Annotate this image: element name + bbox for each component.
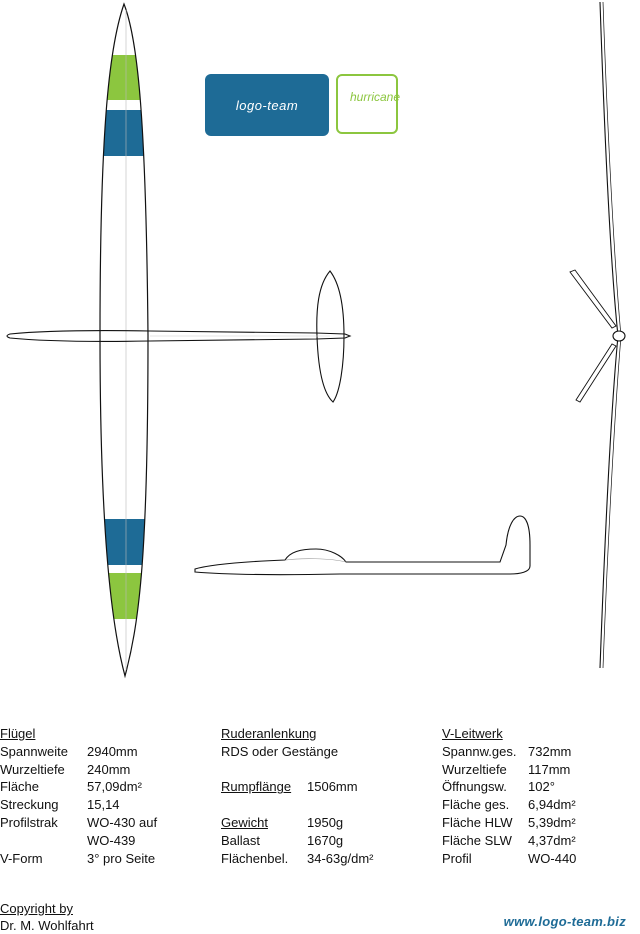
spec-row: Fläche SLW 4,37dm² — [442, 832, 576, 850]
ballast-label: Ballast — [221, 832, 307, 850]
wing-specs: Flügel Spannweite 2940mm Wurzeltiefe 240mm… — [0, 725, 157, 867]
weight-value: 1950g — [307, 814, 343, 832]
spec-label: Spannweite — [0, 743, 87, 761]
copyright-author: Dr. M. Wohlfahrt — [0, 917, 94, 934]
logo-team-badge: logo-team — [205, 74, 329, 136]
spec-row: Profil WO-440 — [442, 850, 576, 868]
spec-label: Fläche — [0, 778, 87, 796]
spec-label — [0, 832, 87, 850]
spec-row: Spannweite 2940mm — [0, 743, 157, 761]
spec-label: Streckung — [0, 796, 87, 814]
spec-row: Öffnungsw. 102° — [442, 778, 576, 796]
rumpf-value: 1506mm — [307, 778, 358, 796]
spec-row: Wurzeltiefe 117mm — [442, 761, 576, 779]
spec-value: 15,14 — [87, 796, 120, 814]
spec-row: Streckung 15,14 — [0, 796, 157, 814]
spec-row: Fläche ges. 6,94dm² — [442, 796, 576, 814]
general-specs: Ruderanlenkung RDS oder Gestänge Rumpflä… — [221, 725, 373, 867]
spec-label: Wurzeltiefe — [442, 761, 528, 779]
spec-value: WO-440 — [528, 850, 576, 868]
spec-label: Fläche ges. — [442, 796, 528, 814]
spec-value: 57,09dm² — [87, 778, 142, 796]
spec-label: Fläche HLW — [442, 814, 528, 832]
website-link[interactable]: www.logo-team.biz — [504, 914, 626, 929]
spec-label: Profil — [442, 850, 528, 868]
front-view — [570, 2, 625, 668]
spec-label: V-Form — [0, 850, 87, 868]
hurricane-logo-badge: hurricane — [336, 74, 398, 134]
spec-value: 6,94dm² — [528, 796, 576, 814]
spec-row: Fläche 57,09dm² — [0, 778, 157, 796]
load-label: Flächenbel. — [221, 850, 307, 868]
tail-specs-title: V-Leitwerk — [442, 725, 576, 743]
spec-label: Fläche SLW — [442, 832, 528, 850]
hurricane-logo-text: hurricane — [350, 90, 400, 104]
spec-value: WO-430 auf — [87, 814, 157, 832]
spec-row: Fläche HLW 5,39dm² — [442, 814, 576, 832]
top-view-wing — [90, 4, 160, 676]
spec-row: Rumpflänge 1506mm — [221, 778, 373, 796]
wing-specs-title: Flügel — [0, 725, 157, 743]
copyright-block: Copyright by Dr. M. Wohlfahrt — [0, 900, 94, 934]
spec-label: Wurzeltiefe — [0, 761, 87, 779]
spec-value: 117mm — [528, 761, 570, 779]
spec-row: WO-439 — [0, 832, 157, 850]
spec-label: Öffnungsw. — [442, 778, 528, 796]
weight-label: Gewicht — [221, 814, 307, 832]
logo-team-text: logo-team — [236, 98, 298, 113]
spec-value: 3° pro Seite — [87, 850, 155, 868]
ruder-value: RDS oder Gestänge — [221, 743, 373, 761]
ruder-title: Ruderanlenkung — [221, 725, 373, 743]
tail-specs: V-Leitwerk Spannw.ges. 732mm Wurzeltiefe 1… — [442, 725, 576, 867]
spec-value: WO-439 — [87, 832, 135, 850]
spec-value: 102° — [528, 778, 555, 796]
spec-row: Spannw.ges. 732mm — [442, 743, 576, 761]
spec-label: Profilstrak — [0, 814, 87, 832]
rumpf-label: Rumpflänge — [221, 778, 307, 796]
spec-row: Profilstrak WO-430 auf — [0, 814, 157, 832]
spec-row: Wurzeltiefe 240mm — [0, 761, 157, 779]
spec-row: V-Form 3° pro Seite — [0, 850, 157, 868]
load-value: 34-63g/dm² — [307, 850, 373, 868]
side-view-fuselage — [195, 516, 530, 575]
spec-row: Flächenbel. 34-63g/dm² — [221, 850, 373, 868]
spec-label: Spannw.ges. — [442, 743, 528, 761]
spec-value: 240mm — [87, 761, 130, 779]
spec-value: 2940mm — [87, 743, 138, 761]
spec-row: Gewicht 1950g — [221, 814, 373, 832]
ballast-value: 1670g — [307, 832, 343, 850]
spec-value: 5,39dm² — [528, 814, 576, 832]
top-view-fuselage — [7, 271, 350, 402]
spec-value: 732mm — [528, 743, 571, 761]
spec-row: Ballast 1670g — [221, 832, 373, 850]
spec-value: 4,37dm² — [528, 832, 576, 850]
copyright-title: Copyright by — [0, 900, 94, 917]
